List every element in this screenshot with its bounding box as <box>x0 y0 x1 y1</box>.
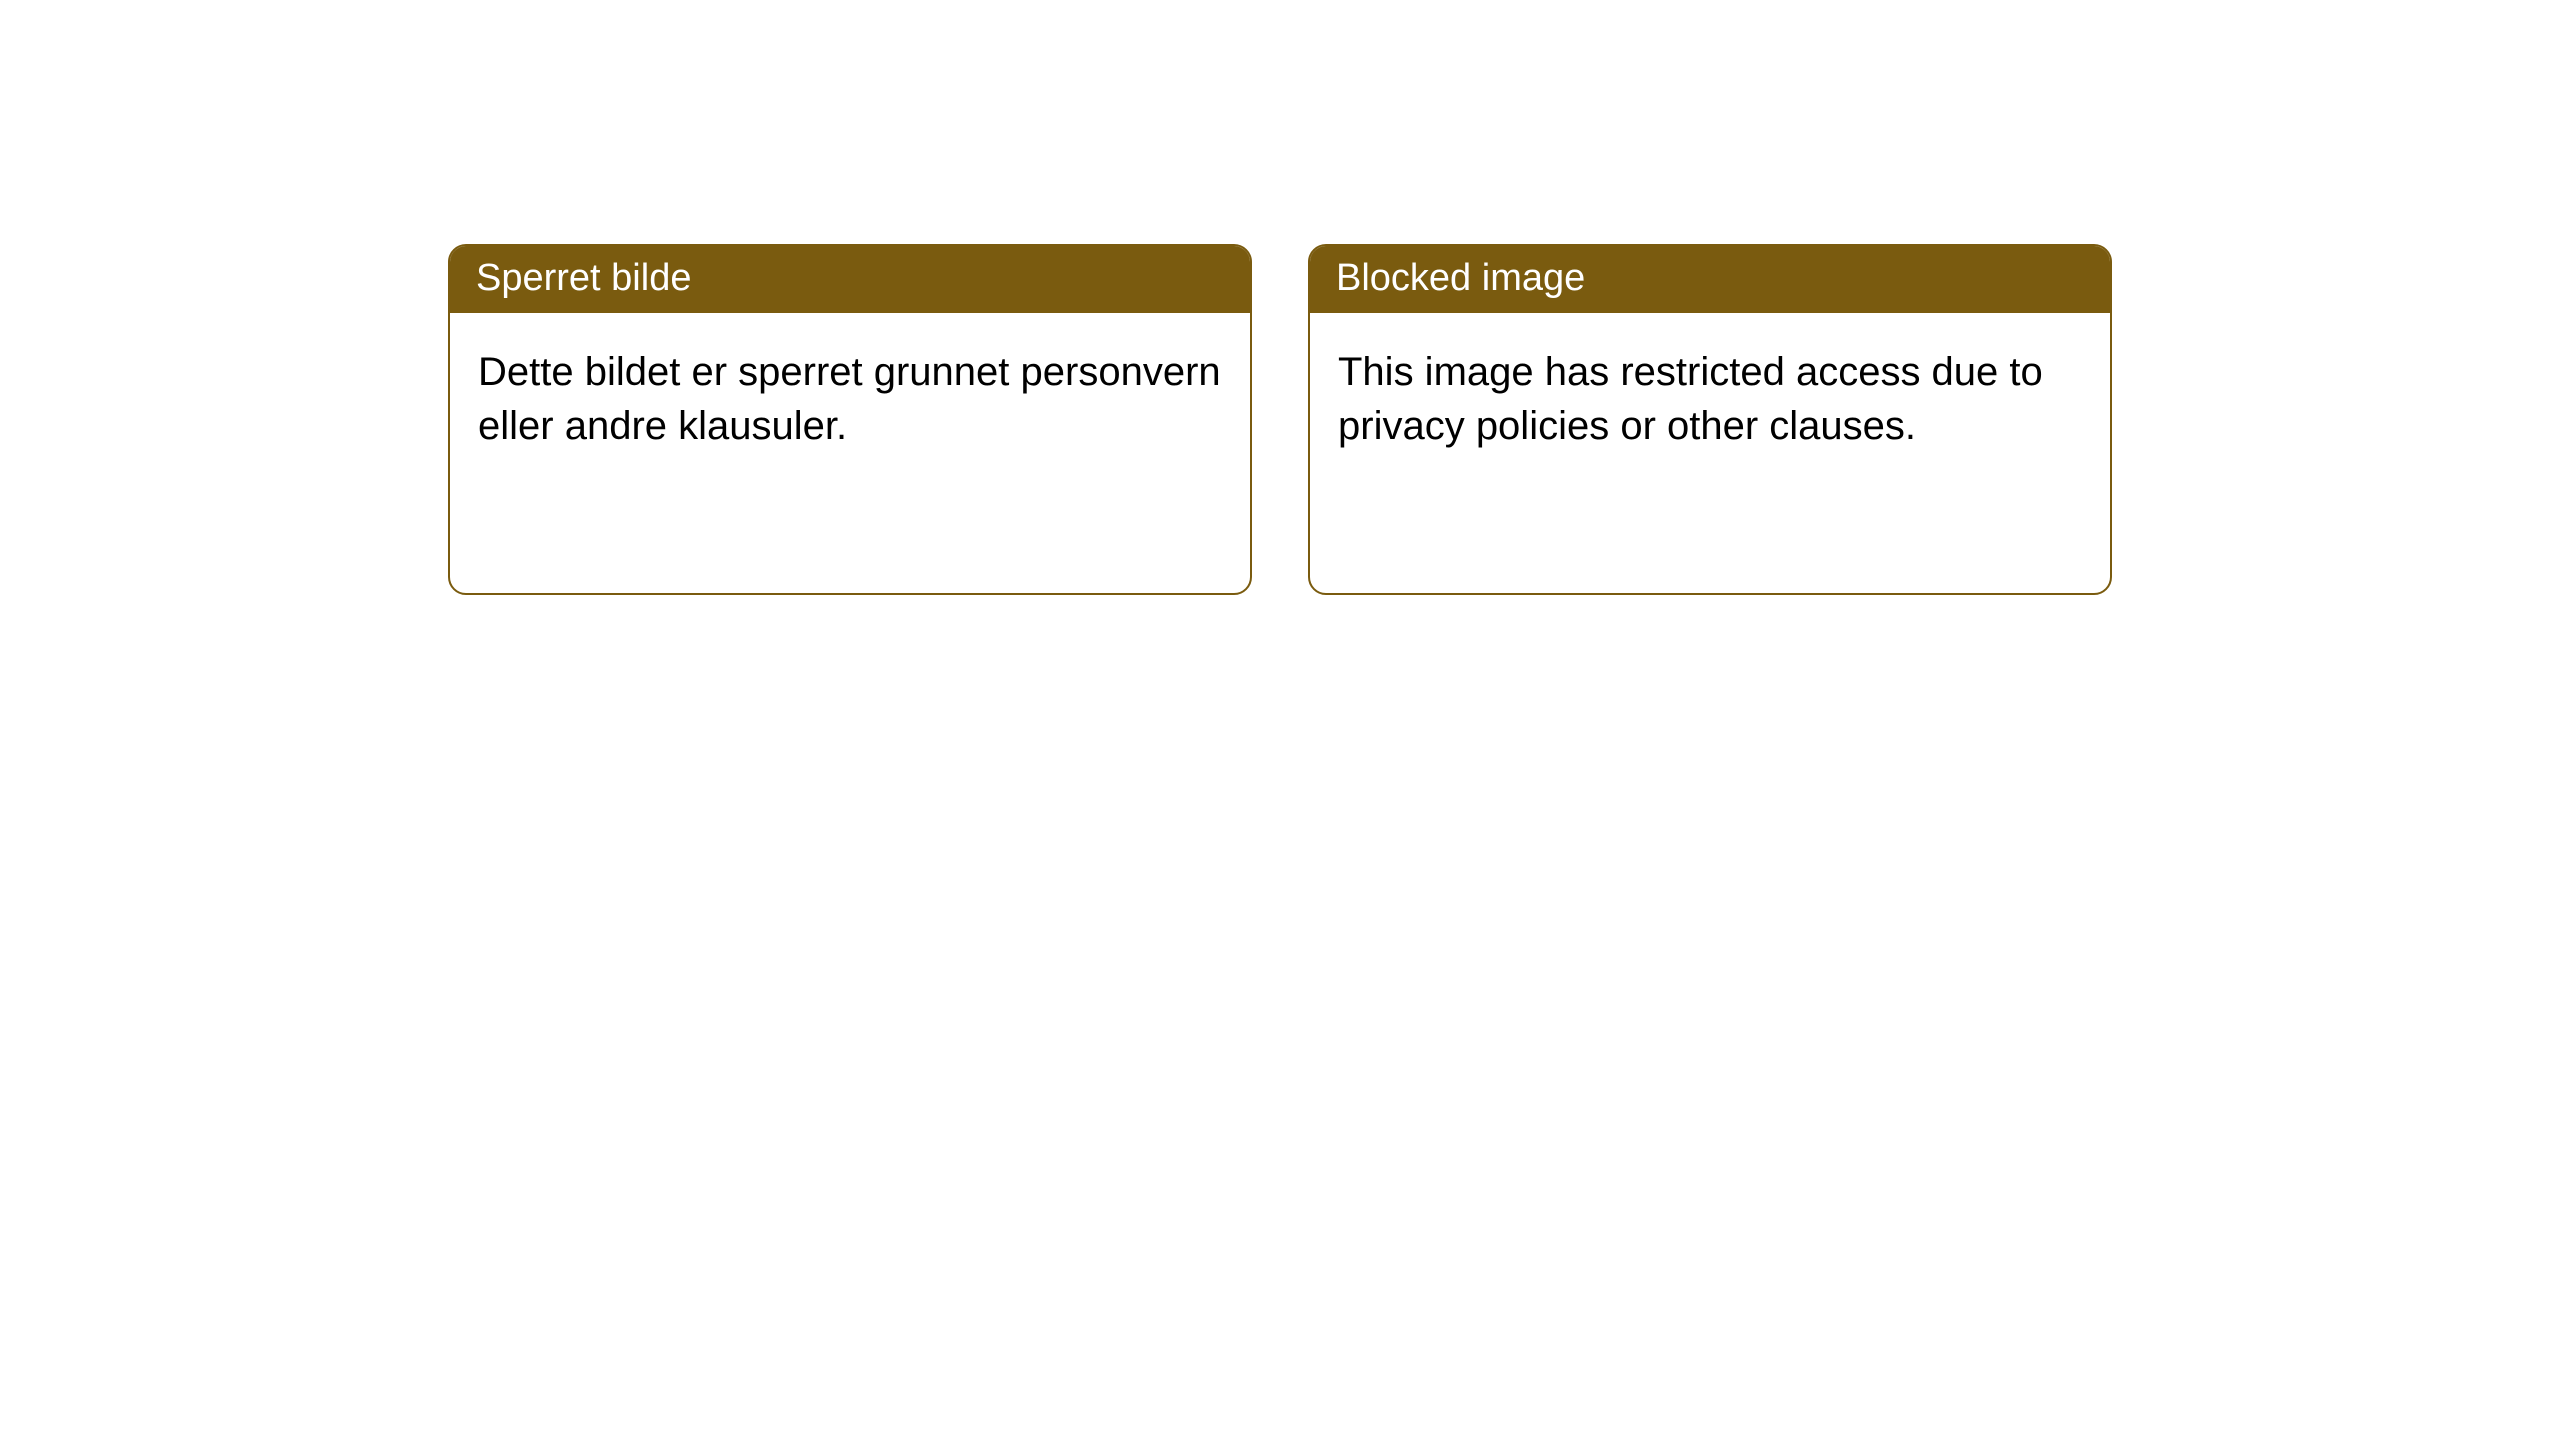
notice-container: Sperret bilde Dette bildet er sperret gr… <box>0 0 2560 595</box>
notice-header-norwegian: Sperret bilde <box>450 246 1250 313</box>
notice-header-english: Blocked image <box>1310 246 2110 313</box>
notice-body-norwegian: Dette bildet er sperret grunnet personve… <box>450 313 1250 593</box>
notice-card-english: Blocked image This image has restricted … <box>1308 244 2112 595</box>
notice-body-english: This image has restricted access due to … <box>1310 313 2110 593</box>
notice-card-norwegian: Sperret bilde Dette bildet er sperret gr… <box>448 244 1252 595</box>
